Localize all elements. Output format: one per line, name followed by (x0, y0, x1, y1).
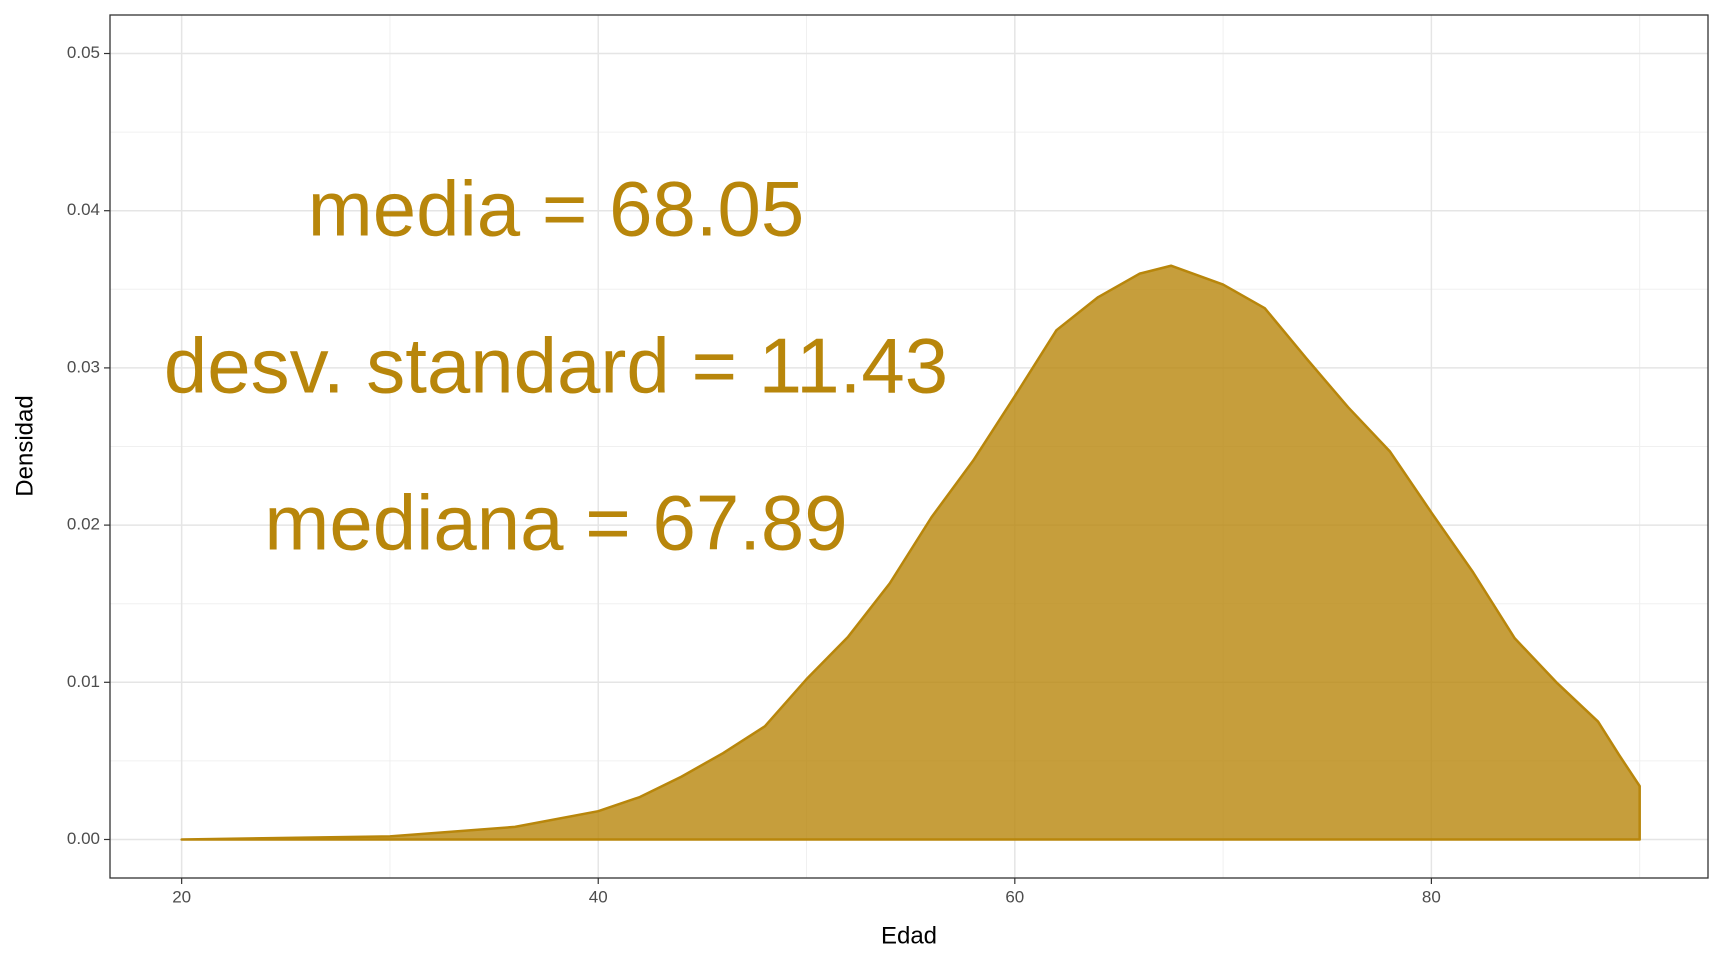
x-tick-label: 40 (589, 887, 608, 906)
x-axis-label: Edad (881, 922, 937, 949)
annotation: desv. standard = 11.43 (164, 322, 948, 410)
x-tick-label: 60 (1005, 887, 1024, 906)
annotation: media = 68.05 (308, 165, 805, 253)
density-area (180, 264, 1641, 841)
x-tick-label: 80 (1422, 887, 1441, 906)
y-tick-label: 0.00 (67, 829, 100, 848)
annotation: mediana = 67.89 (264, 479, 847, 567)
panel-border (109, 14, 1709, 879)
y-tick-label: 0.01 (67, 672, 100, 691)
y-tick-label: 0.02 (67, 515, 100, 534)
y-tick-label: 0.03 (67, 357, 100, 376)
y-tick-label: 0.04 (67, 200, 100, 219)
y-axis-label: Densidad (11, 395, 38, 496)
y-tick-label: 0.05 (67, 43, 100, 62)
x-tick-label: 20 (172, 887, 191, 906)
